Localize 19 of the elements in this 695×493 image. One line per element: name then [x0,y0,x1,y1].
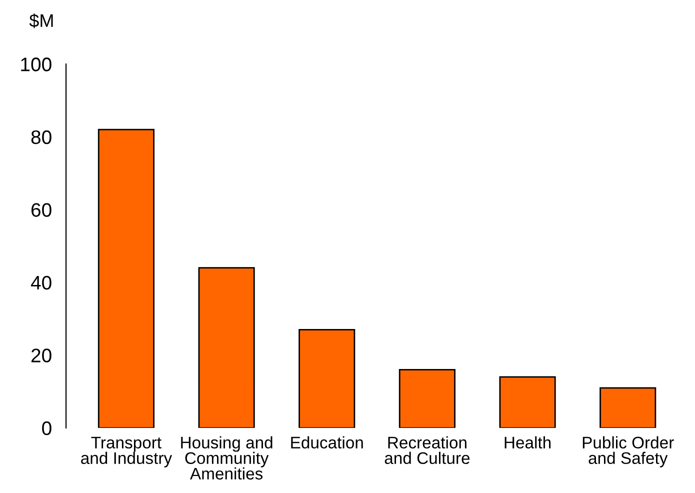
y-tick-label: 40 [30,276,52,290]
x-tick-label: Transport and Industry [81,436,172,468]
y-axis-title: $M [29,13,53,28]
x-tick-label: Housing and Community Amenities [181,436,272,480]
bar [298,328,356,428]
y-tick-label: 20 [31,348,52,362]
x-tick-label: Recreation and Culture [384,436,470,464]
y-tick-label: 0 [42,421,52,436]
y-tick-label: 100 [21,58,52,72]
bar [600,387,656,428]
bar [499,376,556,428]
x-tick-label: Education [291,436,363,448]
y-tick-label: 80 [31,130,52,144]
x-tick-label: Public Order and Safety [582,436,674,468]
bar [398,369,456,428]
y-tick-label: 60 [32,203,52,217]
bar [98,128,155,428]
x-tick-label: Health [504,436,551,448]
bar [198,267,255,428]
